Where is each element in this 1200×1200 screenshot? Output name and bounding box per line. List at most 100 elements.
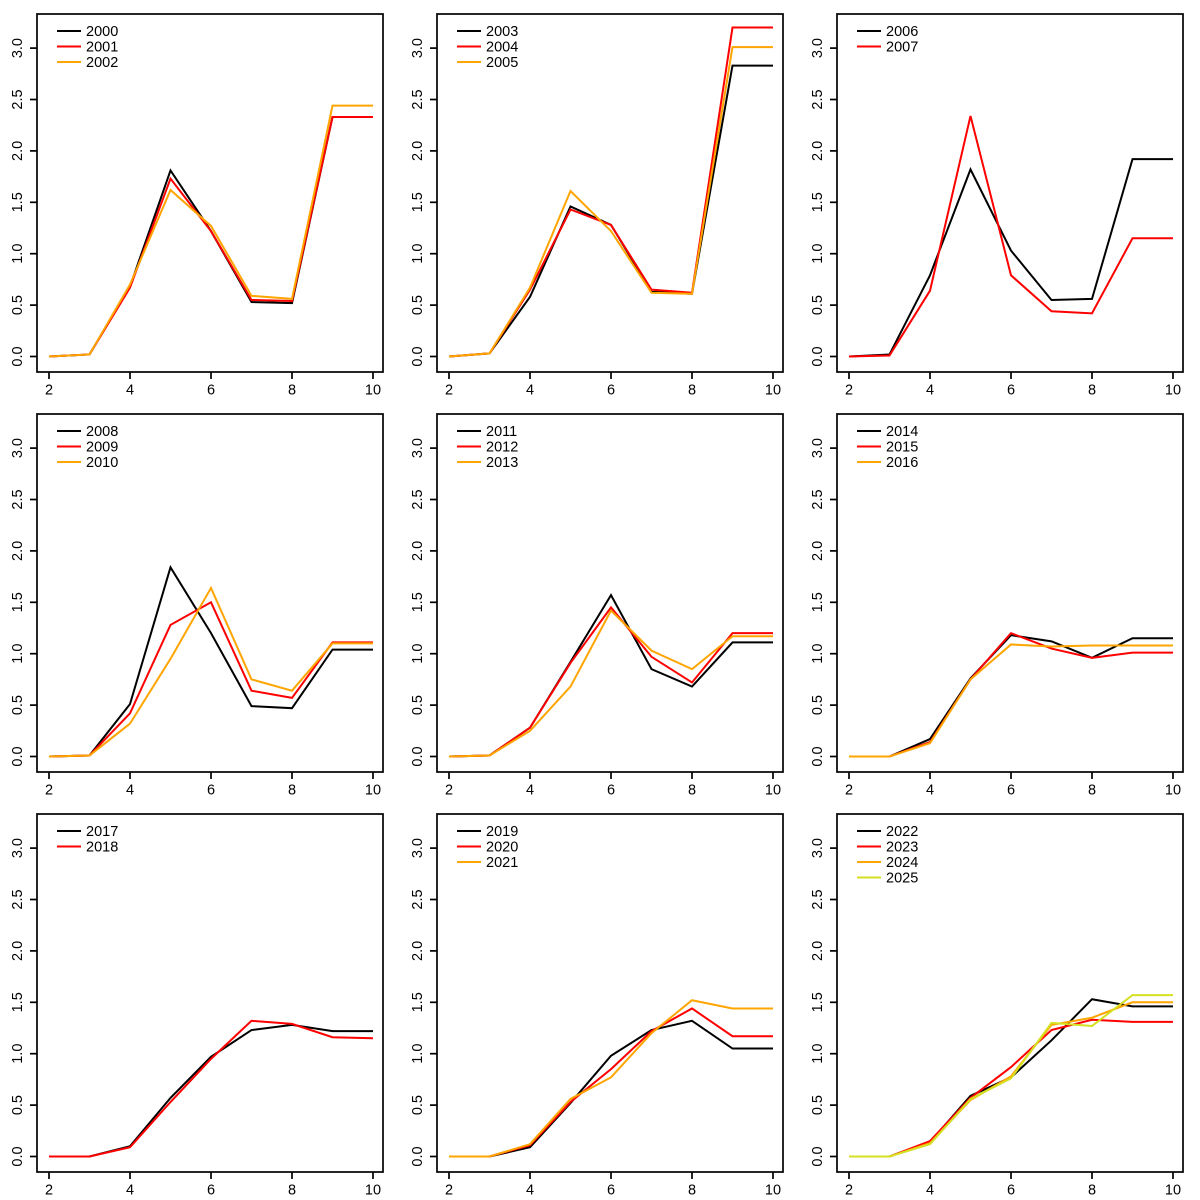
plot-box	[836, 13, 1184, 373]
y-axis-tick-label: 2.5	[10, 489, 26, 509]
series-line-2019	[449, 1019, 773, 1158]
legend-item-2015: 2015	[857, 440, 918, 456]
legend-item-2021: 2021	[457, 855, 518, 871]
legend-item-2017: 2017	[57, 824, 118, 840]
x-axis-tick-label: 2	[45, 1183, 53, 1199]
y-axis-tick-label: 1.0	[10, 244, 26, 264]
y-axis-tick-label: 3.0	[810, 838, 826, 858]
series-line-2012	[448, 605, 773, 758]
series-line-2003	[448, 64, 773, 358]
y-axis-tick-label: 0.5	[10, 1095, 26, 1115]
x-axis-tick-label: 10	[765, 383, 781, 399]
y-axis-tick-label: 1.5	[410, 592, 426, 612]
legend-label-2016: 2016	[886, 455, 918, 471]
legend-label-2005: 2005	[486, 55, 518, 71]
legend-label-2017: 2017	[86, 824, 118, 840]
x-axis-tick-label: 8	[688, 783, 696, 799]
legend-label-2011: 2011	[486, 424, 517, 440]
legend-label-2020: 2020	[486, 840, 518, 856]
y-axis-tick-label: 2.5	[10, 889, 26, 909]
y-axis-tick-label: 3.0	[10, 438, 26, 458]
y-axis-tick-label: 1.5	[10, 192, 26, 212]
y-axis-tick-label: 1.0	[810, 244, 826, 264]
legend-label-2025: 2025	[886, 871, 918, 887]
y-axis-tick-label: 0.0	[410, 346, 426, 366]
x-axis-tick-label: 4	[126, 383, 134, 399]
y-axis-tick-label: 0.5	[10, 295, 26, 315]
x-axis-tick-label: 4	[126, 783, 134, 799]
legend-label-2002: 2002	[86, 55, 118, 71]
legend-item-2011: 2011	[457, 424, 517, 440]
x-axis-tick-label: 6	[1007, 1183, 1015, 1199]
y-axis-tick-label: 2.5	[810, 89, 826, 109]
series-line-2020	[449, 1007, 773, 1158]
plot-box	[36, 813, 384, 1173]
legend-label-2023: 2023	[886, 840, 918, 856]
y-axis-tick-label: 1.5	[10, 592, 26, 612]
y-axis-tick-label: 0.5	[410, 295, 426, 315]
x-axis-tick-label: 2	[45, 383, 53, 399]
y-axis-tick-label: 1.0	[410, 1044, 426, 1064]
chart-panel-2022-2025: 2 4 6 8 10 0.0 0.5 1.0 1.5 2.0 2.5 3.0 2022202320242…	[810, 813, 1184, 1199]
y-axis-tick-label: 0.0	[410, 746, 426, 766]
y-axis-tick-label: 2.5	[410, 489, 426, 509]
y-axis-tick-label: 0.0	[810, 746, 826, 766]
series-line-2007	[848, 115, 1173, 358]
x-axis-tick-label: 2	[445, 1183, 453, 1199]
series-line-2009	[48, 600, 373, 758]
legend-item-2024: 2024	[857, 855, 918, 871]
y-axis-tick-label: 2.0	[10, 541, 26, 561]
y-axis-tick-label: 1.5	[410, 992, 426, 1012]
legend-item-2016: 2016	[857, 455, 918, 471]
x-axis-tick-label: 8	[688, 1183, 696, 1199]
legend-item-2019: 2019	[457, 824, 518, 840]
y-axis-tick-label: 0.5	[810, 1095, 826, 1115]
series-line-2011	[448, 593, 773, 758]
series-line-2023	[849, 1018, 1173, 1158]
x-axis-tick-label: 2	[445, 783, 453, 799]
x-axis-tick-label: 10	[765, 1183, 781, 1199]
legend-label-2001: 2001	[86, 40, 118, 56]
y-axis-tick-label: 1.5	[810, 592, 826, 612]
y-axis-tick-label: 0.0	[10, 346, 26, 366]
y-axis-tick-label: 0.5	[810, 295, 826, 315]
y-axis-tick-label: 0.0	[10, 746, 26, 766]
legend-item-2004: 2004	[457, 40, 518, 56]
series-line-2018	[49, 1019, 374, 1158]
x-axis-tick-label: 10	[365, 783, 381, 799]
legend-item-2001: 2001	[57, 40, 118, 56]
x-axis-tick-label: 8	[288, 1183, 296, 1199]
legend-item-2013: 2013	[457, 455, 518, 471]
legend-item-2014: 2014	[857, 424, 918, 440]
y-axis-tick-label: 1.5	[410, 192, 426, 212]
y-axis-tick-label: 2.0	[10, 141, 26, 161]
y-axis-tick-label: 3.0	[10, 838, 26, 858]
x-axis-tick-label: 6	[1007, 383, 1015, 399]
y-axis-tick-label: 0.0	[810, 346, 826, 366]
legend-label-2024: 2024	[886, 855, 918, 871]
x-axis-tick-label: 4	[526, 783, 534, 799]
x-axis-tick-label: 8	[1088, 383, 1096, 399]
y-axis-tick-label: 0.0	[810, 1146, 826, 1166]
series-line-2016	[849, 643, 1173, 758]
plot-box	[36, 413, 384, 773]
y-axis-tick-label: 3.0	[810, 438, 826, 458]
legend-label-2009: 2009	[86, 440, 118, 456]
legend-item-2009: 2009	[57, 440, 118, 456]
legend-label-2010: 2010	[86, 455, 118, 471]
plot-box	[836, 413, 1184, 773]
x-axis-tick-label: 6	[207, 783, 215, 799]
x-axis-tick-label: 6	[207, 1183, 215, 1199]
legend-label-2008: 2008	[86, 424, 118, 440]
y-axis-tick-label: 2.0	[410, 941, 426, 961]
legend-item-2022: 2022	[857, 824, 918, 840]
legend-item-2002: 2002	[57, 55, 118, 71]
legend-label-2018: 2018	[86, 840, 118, 856]
legend-item-2020: 2020	[457, 840, 518, 856]
